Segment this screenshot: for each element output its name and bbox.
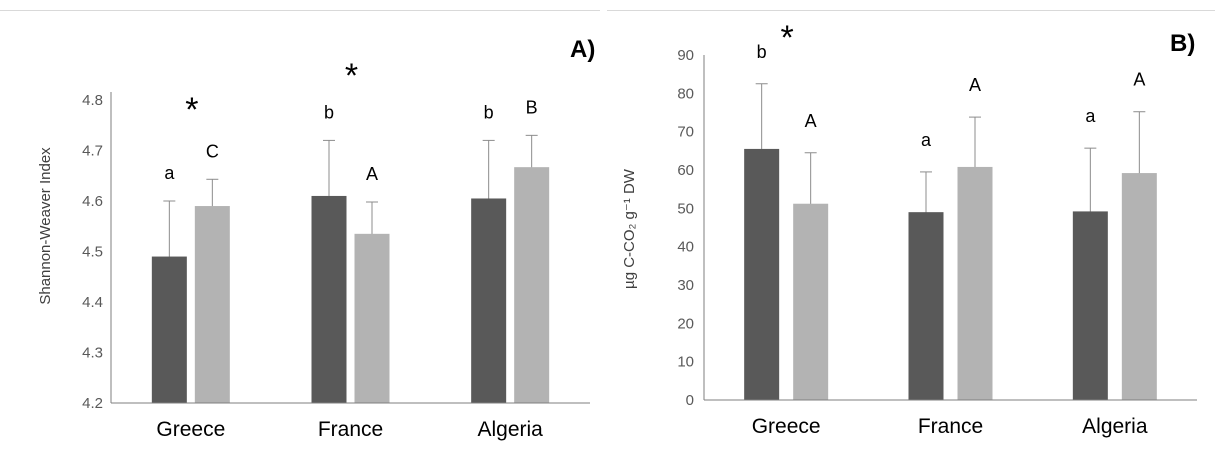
ytick-label: 4.4 — [82, 294, 103, 311]
top-divider-right — [607, 10, 1215, 11]
chart-b-bars — [744, 148, 1157, 400]
top-divider-left — [0, 10, 600, 11]
significance-letter: A — [366, 164, 378, 184]
chart-a-panel-label: A) — [570, 36, 595, 63]
chart-b-cats: Greece France Algeria — [752, 415, 1148, 438]
chart-a-cats: Greece France Algeria — [156, 418, 543, 441]
ytick-label: 50 — [677, 200, 694, 217]
significance-letter: a — [1085, 106, 1096, 126]
ytick-label: 20 — [677, 315, 694, 332]
significance-letter: A — [969, 75, 981, 95]
ytick-label: 10 — [677, 354, 694, 371]
bar — [354, 233, 390, 403]
category-label: Greece — [156, 418, 225, 441]
bar — [514, 167, 550, 403]
bar — [151, 256, 187, 403]
significance-star: * — [185, 91, 198, 129]
bar — [1072, 211, 1108, 400]
ytick-label: 4.2 — [82, 395, 103, 412]
significance-star: * — [345, 57, 358, 95]
significance-letter: a — [164, 163, 175, 183]
ytick-label: 80 — [677, 85, 694, 102]
significance-letter: b — [757, 42, 767, 62]
ytick-label: 4.6 — [82, 193, 103, 210]
chart-a-ylabel: Shannon-Weaver Index — [37, 147, 54, 305]
ytick-label: 4.7 — [82, 143, 103, 160]
significance-letter: B — [526, 97, 538, 117]
ytick-label: 30 — [677, 277, 694, 294]
ytick-label: 90 — [677, 47, 694, 64]
ytick-label: 4.5 — [82, 244, 103, 261]
ytick-label: 4.8 — [82, 92, 103, 109]
significance-letter: a — [921, 130, 932, 150]
bar — [1121, 173, 1157, 400]
ytick-label: 60 — [677, 162, 694, 179]
category-label: Algeria — [1082, 415, 1148, 438]
significance-letter: b — [324, 102, 334, 122]
significance-letter: A — [1133, 70, 1145, 90]
bar — [471, 198, 507, 403]
bar — [311, 195, 347, 403]
ytick-label: 0 — [686, 392, 694, 409]
ytick-label: 40 — [677, 239, 694, 256]
chart-b-yticks: 0 10 20 30 40 50 60 70 80 90 — [677, 47, 694, 409]
significance-star: * — [781, 19, 794, 57]
chart-a-shannon-weaver: 4.2 4.3 4.4 4.5 4.6 4.7 4.8 Greece France Algeri… — [37, 36, 595, 441]
category-label: Greece — [752, 415, 821, 438]
category-label: France — [318, 418, 383, 441]
bar — [793, 203, 829, 400]
bar — [957, 166, 993, 400]
bar — [908, 212, 944, 400]
significance-letter: C — [206, 141, 219, 161]
chart-b-panel-label: B) — [1170, 30, 1195, 57]
bar — [194, 206, 230, 403]
ytick-label: 4.3 — [82, 345, 103, 362]
chart-a-yticks: 4.2 4.3 4.4 4.5 4.6 4.7 4.8 — [82, 92, 103, 412]
category-label: France — [918, 415, 983, 438]
chart-a-bars — [151, 167, 550, 403]
ytick-label: 70 — [677, 124, 694, 141]
bar — [744, 148, 780, 400]
chart-b-ylabel: µg C-CO₂ g⁻¹ DW — [621, 168, 638, 289]
significance-letter: A — [805, 111, 817, 131]
significance-letter: b — [484, 102, 494, 122]
chart-a-letters: a C * b A * b B — [164, 57, 537, 184]
category-label: Algeria — [477, 418, 543, 441]
chart-b-letters: b A * a Aa A — [757, 19, 1146, 150]
